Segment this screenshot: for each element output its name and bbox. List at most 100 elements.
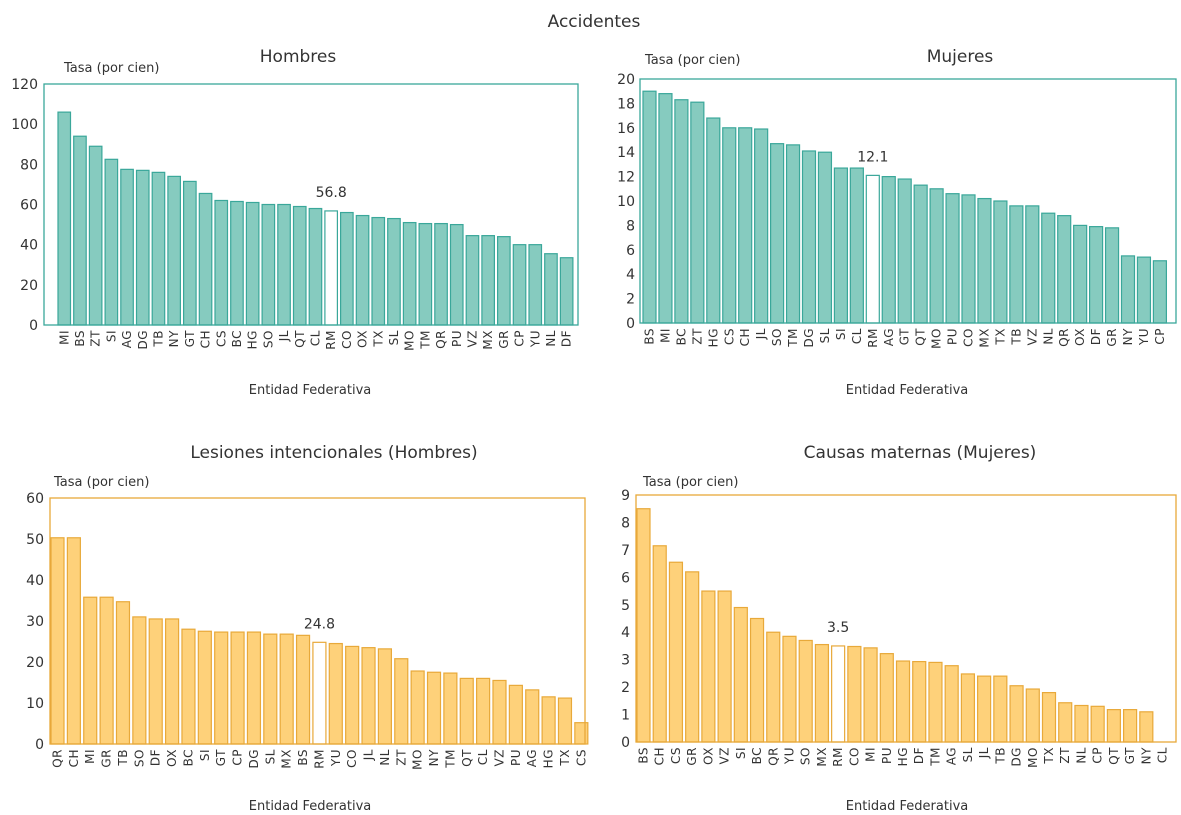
bar bbox=[181, 628, 196, 745]
x-tick-label: ZT bbox=[89, 330, 103, 347]
x-tick-label: DF bbox=[912, 747, 926, 764]
y-tick-label: 20 bbox=[20, 278, 38, 294]
x-tick-label: CL bbox=[850, 328, 864, 344]
bar bbox=[733, 606, 748, 743]
x-tick-label: MX bbox=[977, 328, 991, 348]
x-tick-label: QT bbox=[1107, 747, 1121, 765]
bar-highlight bbox=[831, 645, 846, 743]
y-tick-label: 50 bbox=[26, 532, 44, 548]
x-tick-label: MX bbox=[280, 749, 294, 769]
bar bbox=[361, 647, 376, 745]
x-tick-label: TM bbox=[786, 328, 800, 348]
x-tick-label: SI bbox=[734, 747, 748, 759]
highlight-value-label: 12.1 bbox=[857, 149, 888, 165]
y-tick-label: 14 bbox=[617, 145, 635, 161]
chart-title-hombres: Hombres bbox=[260, 47, 337, 67]
x-axis-label-maternas: Entidad Federativa bbox=[846, 799, 968, 814]
x-tick-label: JL bbox=[362, 749, 376, 761]
x-tick-label: CS bbox=[669, 747, 683, 764]
bar bbox=[525, 689, 540, 745]
y-tick-label: 3 bbox=[621, 653, 630, 669]
bar bbox=[944, 665, 959, 743]
bar bbox=[443, 672, 458, 745]
x-tick-label: SO bbox=[132, 749, 146, 767]
x-tick-label: YU bbox=[329, 749, 343, 767]
bar bbox=[492, 679, 507, 745]
bar bbox=[798, 639, 813, 743]
bar bbox=[897, 178, 912, 324]
x-tick-label: TX bbox=[371, 330, 385, 348]
x-tick-label: NL bbox=[1074, 747, 1088, 764]
x-tick-label: BS bbox=[73, 330, 87, 347]
bar bbox=[132, 616, 147, 745]
bar bbox=[88, 145, 103, 326]
y-tick-label: 0 bbox=[29, 318, 38, 334]
bar bbox=[717, 590, 732, 743]
x-tick-label: SI bbox=[198, 749, 212, 761]
bar bbox=[785, 144, 801, 324]
x-tick-label: DF bbox=[149, 749, 163, 766]
bar bbox=[230, 200, 244, 326]
x-tick-label: MO bbox=[411, 749, 425, 770]
plot-frame bbox=[639, 78, 1177, 324]
bar bbox=[167, 175, 181, 326]
x-tick-label: CO bbox=[962, 328, 976, 347]
bar bbox=[481, 235, 495, 326]
y-tick-label: 5 bbox=[621, 598, 630, 614]
x-tick-label: QR bbox=[1057, 328, 1071, 347]
highlight-value-label: 3.5 bbox=[827, 620, 849, 636]
bar bbox=[769, 143, 785, 324]
x-tick-label: GT bbox=[183, 330, 197, 347]
bar bbox=[292, 205, 307, 326]
x-tick-label: SL bbox=[263, 749, 277, 764]
bar bbox=[1090, 705, 1105, 743]
bar bbox=[476, 677, 491, 745]
y-unit-label-hombres: Tasa (por cien) bbox=[63, 61, 159, 76]
bar bbox=[410, 670, 425, 745]
x-tick-label: TB bbox=[151, 330, 165, 348]
bar bbox=[345, 645, 360, 745]
x-tick-label: NL bbox=[1041, 328, 1055, 345]
x-tick-label: TM bbox=[418, 330, 432, 350]
bar bbox=[512, 244, 527, 326]
x-tick-label: QR bbox=[766, 747, 780, 766]
x-tick-label: NL bbox=[378, 749, 392, 766]
bar bbox=[557, 697, 573, 745]
bar bbox=[559, 257, 574, 326]
y-tick-label: 80 bbox=[20, 157, 38, 173]
bar bbox=[230, 631, 245, 745]
y-tick-label: 6 bbox=[626, 243, 635, 259]
x-tick-label: SL bbox=[818, 328, 832, 343]
x-tick-label: MI bbox=[864, 747, 878, 762]
y-tick-label: 60 bbox=[26, 491, 44, 507]
bar bbox=[961, 194, 976, 324]
y-tick-label: 18 bbox=[617, 96, 635, 112]
x-tick-label: AG bbox=[120, 330, 134, 348]
bar bbox=[1058, 702, 1073, 743]
bar bbox=[685, 571, 700, 743]
highlight-value-label: 24.8 bbox=[304, 616, 335, 632]
bar bbox=[879, 653, 894, 743]
chart-causas-maternas: Causas maternas (Mujeres) Tasa (por cien… bbox=[621, 443, 1177, 814]
chart-title-mujeres: Mujeres bbox=[927, 47, 994, 67]
bar bbox=[738, 127, 753, 324]
bar bbox=[426, 671, 442, 745]
bar bbox=[881, 176, 896, 324]
bar bbox=[782, 635, 797, 743]
x-tick-label: DG bbox=[136, 330, 150, 350]
bar bbox=[295, 634, 311, 745]
bar bbox=[1104, 227, 1120, 324]
bar bbox=[1106, 709, 1121, 743]
bar bbox=[929, 188, 944, 324]
bar bbox=[394, 658, 409, 745]
x-tick-label: DG bbox=[802, 328, 816, 348]
x-tick-label: CP bbox=[1153, 328, 1167, 345]
x-tick-label: TB bbox=[116, 749, 130, 767]
bar bbox=[912, 660, 927, 743]
bar bbox=[308, 207, 323, 326]
bar bbox=[1057, 215, 1072, 324]
bar bbox=[1041, 212, 1056, 324]
y-tick-label: 20 bbox=[26, 655, 44, 671]
bar bbox=[459, 677, 474, 745]
x-tick-label: CS bbox=[574, 749, 588, 766]
